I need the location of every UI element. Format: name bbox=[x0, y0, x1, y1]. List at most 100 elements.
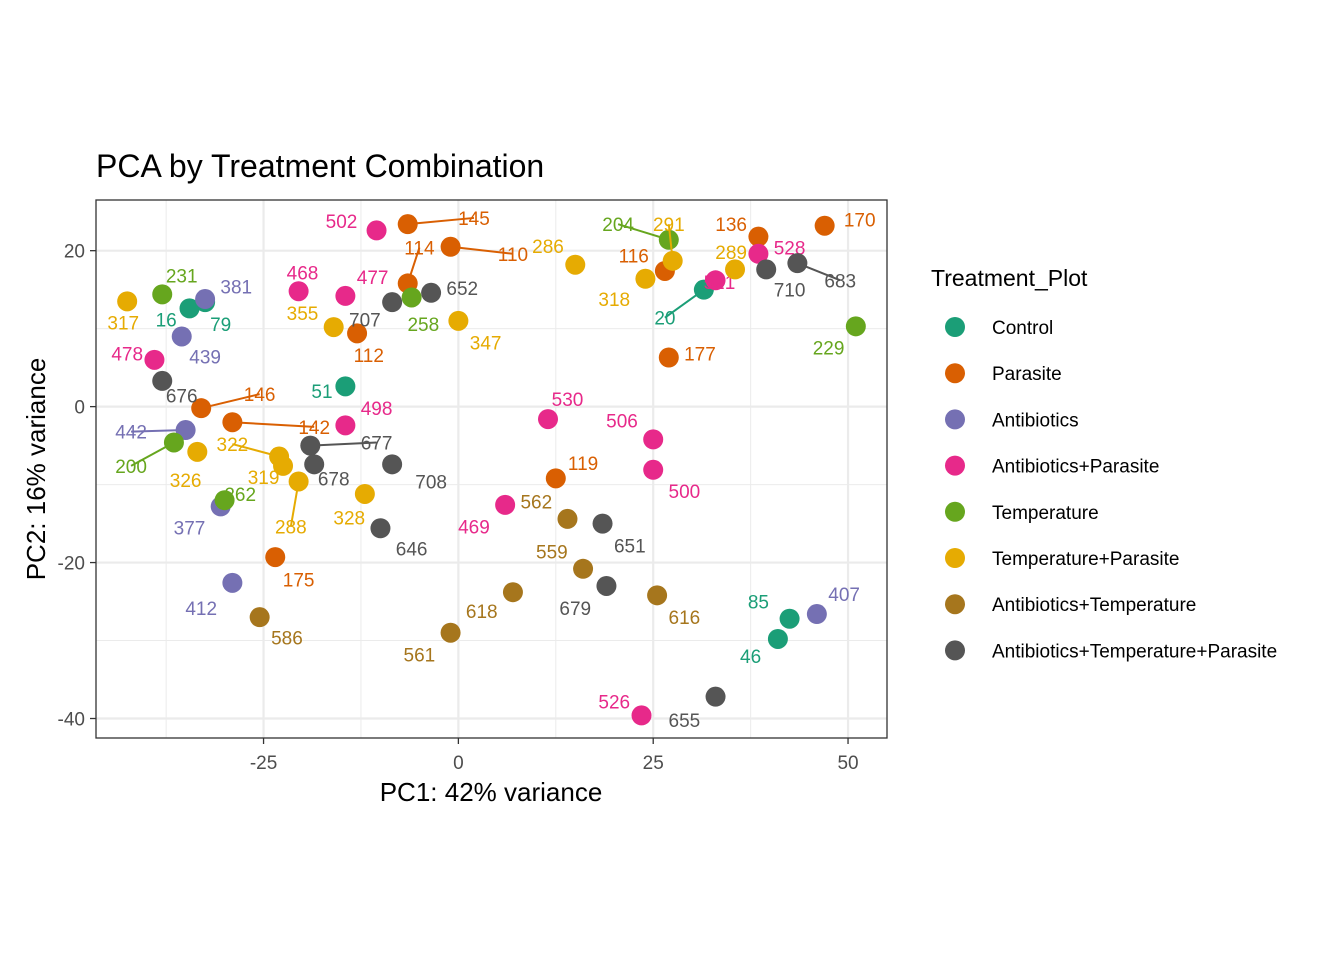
data-point bbox=[179, 298, 200, 319]
data-point bbox=[756, 259, 777, 280]
data-point bbox=[382, 454, 403, 475]
legend-label: Parasite bbox=[992, 364, 1062, 385]
legend-key bbox=[945, 409, 965, 430]
plot-panel-border bbox=[95, 199, 888, 739]
point-label: 200 bbox=[115, 457, 147, 478]
point-label: 328 bbox=[333, 508, 365, 529]
label-leader-line bbox=[310, 441, 377, 447]
data-point bbox=[370, 518, 391, 539]
data-point bbox=[767, 628, 788, 649]
point-label: 683 bbox=[824, 271, 856, 292]
point-label: 175 bbox=[283, 571, 315, 592]
point-label: 439 bbox=[189, 348, 221, 369]
data-point bbox=[171, 326, 192, 347]
point-label: 258 bbox=[407, 315, 439, 336]
point-label: 477 bbox=[357, 268, 389, 289]
data-point bbox=[323, 317, 344, 338]
legend-key bbox=[945, 455, 965, 476]
legend-label: Antibiotics+Temperature bbox=[992, 595, 1196, 616]
point-label: 678 bbox=[318, 469, 350, 490]
point-label: 85 bbox=[748, 593, 769, 614]
point-label: 377 bbox=[174, 518, 206, 539]
data-point bbox=[779, 608, 800, 629]
x-tick-label: 50 bbox=[837, 753, 858, 774]
point-label: 326 bbox=[170, 471, 202, 492]
data-point bbox=[195, 289, 216, 310]
legend-label: Temperature+Parasite bbox=[992, 549, 1179, 570]
point-label: 646 bbox=[396, 540, 428, 561]
series-group: 381 439 442 377 412 407 bbox=[115, 278, 860, 625]
point-label: 289 bbox=[715, 243, 747, 264]
data-point bbox=[163, 432, 184, 453]
point-label: 530 bbox=[552, 390, 584, 411]
point-label: 319 bbox=[248, 468, 280, 489]
point-label: 110 bbox=[498, 245, 528, 266]
point-label: 322 bbox=[217, 435, 249, 456]
data-point bbox=[117, 291, 138, 312]
plot-grid bbox=[96, 200, 887, 738]
data-point bbox=[647, 585, 668, 606]
data-point bbox=[354, 483, 375, 504]
point-label: 16 bbox=[156, 310, 177, 331]
plot-background bbox=[96, 200, 887, 738]
data-point bbox=[187, 441, 208, 462]
data-point bbox=[592, 513, 613, 534]
point-label: 288 bbox=[275, 518, 307, 539]
point-label: 651 bbox=[614, 536, 646, 557]
data-point bbox=[845, 316, 866, 337]
point-label: 231 bbox=[166, 267, 198, 288]
point-label: 526 bbox=[598, 692, 630, 713]
y-axis-title: PC2: 16% variance bbox=[21, 358, 51, 581]
legend-label: Control bbox=[992, 318, 1053, 339]
data-point bbox=[495, 494, 516, 515]
point-label: 318 bbox=[598, 290, 630, 311]
point-label: 177 bbox=[684, 345, 716, 366]
point-label: 145 bbox=[458, 209, 490, 230]
point-label: 655 bbox=[669, 711, 701, 732]
point-label: 586 bbox=[271, 628, 303, 649]
data-point bbox=[401, 287, 422, 308]
legend-title: Treatment_Plot bbox=[931, 265, 1088, 291]
point-label: 442 bbox=[115, 423, 147, 444]
x-tick-label: 0 bbox=[453, 753, 464, 774]
point-label: 478 bbox=[111, 345, 143, 366]
data-point bbox=[748, 243, 769, 264]
y-tick-label: -20 bbox=[58, 554, 85, 575]
point-label: 112 bbox=[354, 346, 384, 367]
data-point bbox=[635, 268, 656, 289]
legend-label: Temperature bbox=[992, 503, 1099, 524]
plot-points: 16 79512085461451101141121461421751191161… bbox=[107, 209, 875, 732]
data-point bbox=[565, 254, 586, 275]
series-group: 317 355 347 326 322 319 288 328 286 318 291 289 bbox=[107, 215, 747, 539]
point-label: 20 bbox=[654, 309, 675, 330]
data-point bbox=[705, 270, 726, 291]
series-group: 707 652 676 677 678 708 646 651 679 655 710 683 bbox=[152, 253, 856, 732]
label-leader-line bbox=[232, 421, 315, 428]
data-point bbox=[222, 412, 243, 433]
point-label: 677 bbox=[361, 433, 393, 454]
point-label: 506 bbox=[606, 412, 638, 433]
point-label: 286 bbox=[532, 237, 564, 258]
label-leader-line bbox=[450, 245, 514, 255]
x-tick-label: -25 bbox=[250, 753, 277, 774]
legend-key bbox=[945, 594, 965, 615]
series-group: 16 79 51 20 85 46 bbox=[156, 279, 800, 668]
point-label: 170 bbox=[844, 210, 876, 231]
data-point bbox=[273, 455, 294, 476]
y-tick-label: -40 bbox=[58, 710, 85, 731]
point-label: 679 bbox=[559, 599, 591, 620]
data-point bbox=[347, 323, 368, 344]
y-tick-label: 0 bbox=[74, 398, 85, 419]
point-label: 676 bbox=[166, 387, 198, 408]
point-label: 561 bbox=[404, 646, 436, 667]
point-label: 498 bbox=[361, 399, 393, 420]
point-label: 51 bbox=[311, 382, 332, 403]
data-point bbox=[631, 705, 652, 726]
point-label: 562 bbox=[520, 493, 552, 514]
point-label: 521 bbox=[704, 273, 736, 294]
point-label: 317 bbox=[107, 313, 139, 334]
legend-label: Antibiotics+Temperature+Parasite bbox=[992, 641, 1277, 662]
series-group: 231 258 200 262 204 229 bbox=[115, 215, 866, 511]
